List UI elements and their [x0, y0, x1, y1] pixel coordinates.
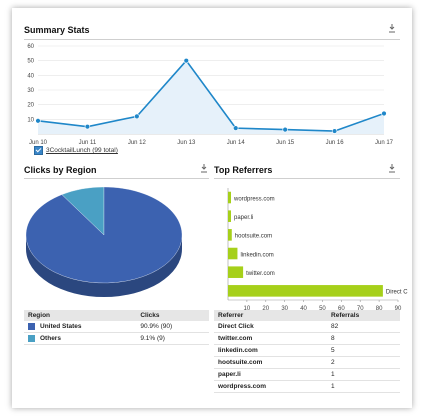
- x-tick-label: Jun 12: [128, 140, 147, 146]
- data-point: [183, 57, 189, 64]
- divider: [214, 178, 400, 179]
- x-tick-label: 20: [262, 306, 269, 310]
- region-table: Region Clicks United States 90.9% (90) O…: [24, 310, 209, 345]
- data-point: [331, 128, 338, 134]
- x-tick-label: Jun 10: [29, 140, 48, 146]
- region-title: Clicks by Region: [24, 165, 97, 175]
- bar-label: linkedin.com: [240, 252, 273, 258]
- divider: [24, 39, 400, 40]
- data-point: [233, 125, 239, 131]
- bar: [228, 285, 383, 297]
- x-tick-label: 40: [300, 306, 307, 310]
- table-row: twitter.com 8: [214, 332, 400, 345]
- table-row: wordpress.com 1: [214, 380, 400, 393]
- data-point: [84, 123, 91, 130]
- referrer-count: 1: [327, 368, 400, 381]
- y-tick-label: 50: [27, 59, 34, 65]
- referrers-bar-chart: 10 20 30 40 50 60 70 80 90 wordpress.com paper.li h…: [227, 188, 408, 310]
- bar: [228, 191, 231, 204]
- referrer-name: wordpress.com: [214, 380, 328, 393]
- region-clicks: 90.9% (90): [136, 321, 209, 333]
- x-tick-label: 30: [281, 306, 288, 310]
- data-point: [134, 113, 140, 120]
- bar-label: Direct C: [386, 290, 408, 296]
- download-icon[interactable]: [388, 24, 396, 33]
- x-tick-label: Jun 15: [276, 140, 295, 146]
- summary-line-chart: 10 20 30 40 50 60 Jun 10 Jun 11 Jun 12 Jun 13 Jun …: [12, 8, 412, 158]
- x-tick-label: Jun 17: [375, 140, 394, 146]
- table-row: United States 90.9% (90): [24, 321, 209, 333]
- referrer-count: 5: [327, 344, 400, 357]
- data-point: [381, 110, 387, 117]
- region-name: United States: [40, 323, 82, 331]
- x-tick-label: 90: [395, 306, 402, 310]
- pie-side: [26, 235, 182, 297]
- color-swatch: [28, 322, 35, 330]
- data-point: [35, 118, 41, 124]
- x-tick-label: Jun 13: [177, 140, 196, 146]
- y-tick-label: 10: [27, 117, 34, 123]
- column-header: Referrer: [214, 310, 328, 321]
- x-tick-label: 10: [244, 306, 251, 310]
- color-swatch: [28, 334, 35, 342]
- checkbox-icon[interactable]: [34, 146, 43, 155]
- referrers-title: Top Referrers: [214, 165, 273, 175]
- bar-label: wordpress.com: [233, 196, 275, 202]
- y-tick-label: 60: [27, 44, 34, 50]
- referrer-name: Direct Click: [214, 321, 328, 333]
- bar: [228, 229, 232, 241]
- table-row: linkedin.com 5: [214, 344, 400, 357]
- column-header: Referrals: [327, 310, 400, 321]
- summary-legend[interactable]: 3CocktailLunch (99 total): [34, 146, 118, 155]
- data-point: [282, 126, 288, 133]
- y-tick-label: 30: [27, 88, 34, 94]
- referrer-count: 2: [327, 356, 400, 369]
- x-tick-label: 50: [319, 306, 326, 310]
- download-icon[interactable]: [200, 164, 208, 173]
- series-area: [38, 60, 384, 134]
- summary-title: Summary Stats: [24, 25, 90, 35]
- bar-label: paper.li: [234, 215, 253, 221]
- stats-panel: Summary Stats 10 20 30 40 50 60 Jun 10 Jun 11 Ju…: [12, 8, 412, 408]
- y-tick-label: 20: [27, 103, 34, 109]
- bar-label: hootsuite.com: [235, 234, 272, 240]
- pie-slice: [25, 186, 183, 284]
- table-row: paper.li 1: [214, 368, 400, 381]
- bar: [228, 266, 244, 278]
- table-row: Direct Click 82: [214, 321, 400, 333]
- download-icon[interactable]: [388, 164, 396, 173]
- x-tick-label: Jun 14: [227, 140, 246, 146]
- x-tick-label: Jun 11: [79, 140, 97, 146]
- bar: [228, 247, 238, 260]
- referrer-count: 8: [327, 332, 400, 345]
- region-clicks: 9.1% (9): [136, 332, 209, 345]
- referrer-name: twitter.com: [214, 332, 328, 345]
- table-row: hootsuite.com 2: [214, 356, 400, 369]
- x-tick-label: 80: [376, 306, 383, 310]
- x-tick-label: 70: [357, 306, 364, 310]
- divider: [24, 178, 209, 179]
- x-tick-label: 60: [338, 306, 345, 310]
- region-pie-chart: [25, 186, 183, 297]
- y-tick-label: 40: [27, 73, 34, 79]
- column-header: Region: [24, 310, 137, 321]
- series-line: [37, 59, 385, 132]
- column-header: Clicks: [136, 310, 209, 321]
- legend-label[interactable]: 3CocktailLunch (99 total): [46, 147, 118, 154]
- x-tick-label: Jun 16: [326, 140, 345, 146]
- referrers-table: Referrer Referrals Direct Click 82 twitter…: [214, 310, 400, 393]
- referrer-name: paper.li: [214, 368, 328, 381]
- referrer-name: hootsuite.com: [214, 356, 328, 369]
- bar-label: twitter.com: [246, 271, 275, 277]
- referrer-count: 82: [327, 321, 400, 333]
- referrer-count: 1: [327, 380, 400, 393]
- region-name: Others: [40, 335, 61, 343]
- referrer-name: linkedin.com: [214, 344, 328, 357]
- bar: [228, 210, 231, 222]
- table-row: Others 9.1% (9): [24, 332, 209, 345]
